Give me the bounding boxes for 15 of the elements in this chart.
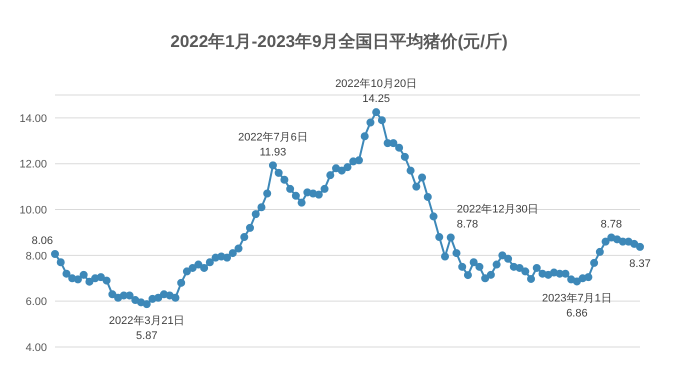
- y-tick-label: 6.00: [26, 296, 47, 308]
- data-label: 8.37: [629, 258, 651, 270]
- y-tick-label: 10.00: [19, 204, 47, 216]
- data-label: 2023年7月1日 6.86: [542, 292, 612, 320]
- data-label: 8.78: [600, 218, 622, 230]
- chart-title: 2022年1月-2023年9月全国日平均猪价(元/斤): [169, 31, 509, 53]
- data-label: 2022年10月20日 14.25: [335, 78, 418, 106]
- y-tick-label: 14.00: [19, 112, 47, 125]
- y-tick-label: 8.00: [26, 250, 47, 262]
- data-label: 2022年12月30日 8.78: [456, 203, 539, 230]
- data-label: 8.06: [32, 234, 53, 247]
- y-tick-label: 12.00: [19, 158, 47, 171]
- data-label: 2022年3月21日 5.87: [108, 315, 185, 342]
- y-tick-label: 4.00: [26, 342, 47, 354]
- data-label: 2022年7月6日 11.93: [238, 131, 308, 158]
